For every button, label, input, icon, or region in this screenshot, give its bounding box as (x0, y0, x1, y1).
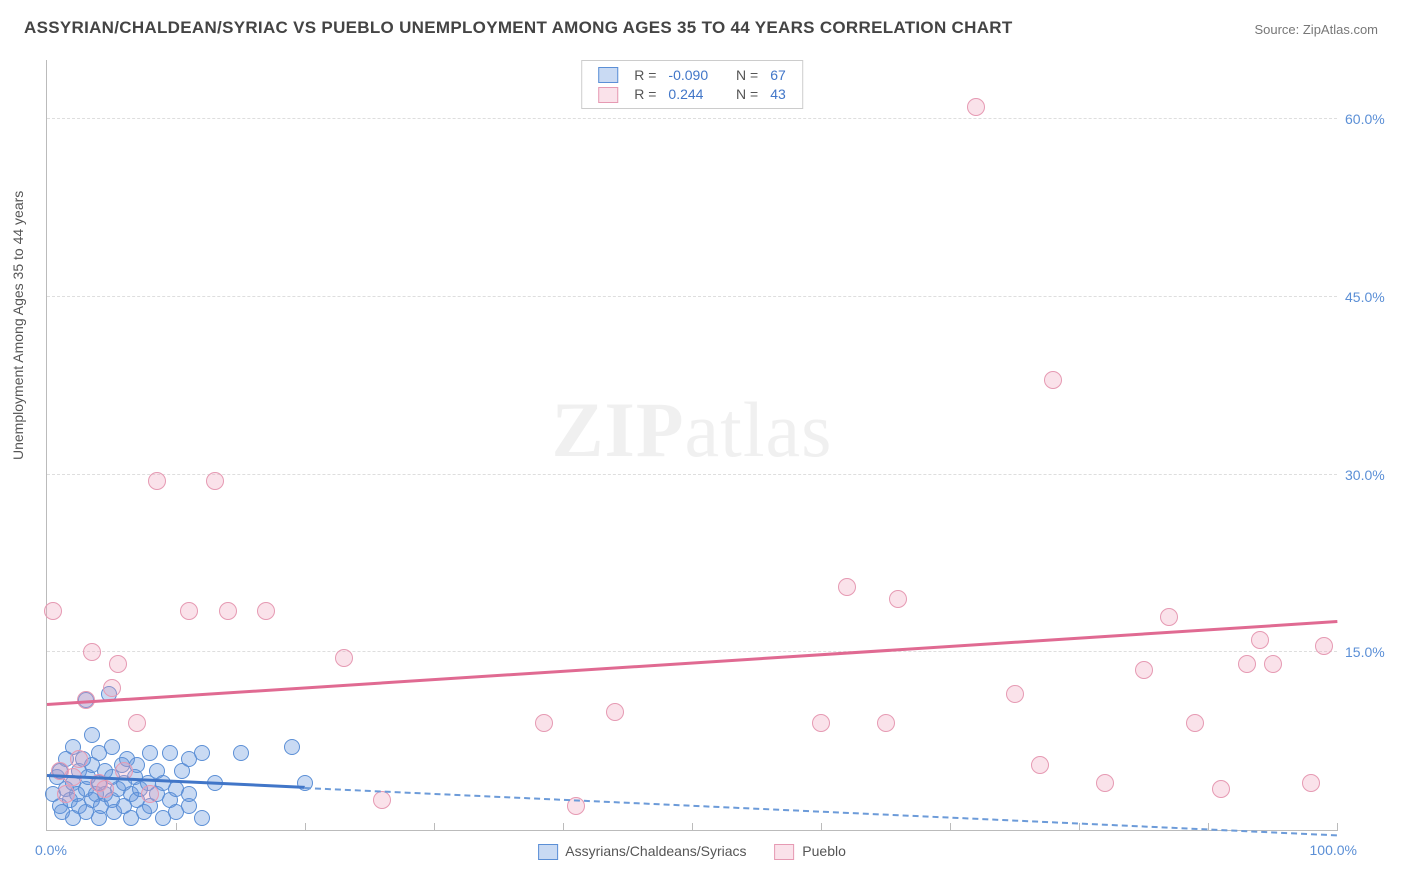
legend-R-label: R = (628, 65, 662, 84)
data-point (103, 679, 121, 697)
x-tick (821, 823, 822, 831)
data-point (373, 791, 391, 809)
y-axis-label: Unemployment Among Ages 35 to 44 years (10, 191, 26, 460)
legend-N-label: N = (730, 65, 764, 84)
data-point (1212, 780, 1230, 798)
data-point (1315, 637, 1333, 655)
series-legend: Assyrians/Chaldeans/Syriacs Pueblo (526, 843, 858, 860)
data-point (1251, 631, 1269, 649)
data-point (1264, 655, 1282, 673)
correlation-legend: R = -0.090 N = 67 R = 0.244 N = 43 (581, 60, 803, 109)
legend-row-pink: R = 0.244 N = 43 (592, 84, 792, 103)
data-point (57, 785, 75, 803)
data-point (148, 472, 166, 490)
data-point (535, 714, 553, 732)
x-tick (563, 823, 564, 831)
watermark: ZIPatlas (552, 385, 833, 475)
data-point (1135, 661, 1153, 679)
swatch-pink-icon (598, 87, 618, 103)
legend-row-blue: R = -0.090 N = 67 (592, 65, 792, 84)
source-label: Source: ZipAtlas.com (1254, 22, 1378, 37)
gridline (47, 651, 1337, 652)
data-point (1238, 655, 1256, 673)
legend-label-blue: Assyrians/Chaldeans/Syriacs (565, 843, 746, 859)
x-tick (434, 823, 435, 831)
data-point (889, 590, 907, 608)
x-axis-min-label: 0.0% (35, 842, 67, 858)
data-point (284, 739, 300, 755)
scatter-plot-area: ZIPatlas R = -0.090 N = 67 R = 0.244 N =… (46, 60, 1337, 831)
data-point (109, 655, 127, 673)
legend-item-pink: Pueblo (774, 843, 845, 860)
legend-N-label: N = (730, 84, 764, 103)
data-point (83, 643, 101, 661)
x-tick (305, 823, 306, 831)
x-tick (692, 823, 693, 831)
data-point (1031, 756, 1049, 774)
legend-N-pink: 43 (764, 84, 792, 103)
data-point (877, 714, 895, 732)
data-point (257, 602, 275, 620)
data-point (335, 649, 353, 667)
data-point (181, 786, 197, 802)
data-point (206, 472, 224, 490)
x-tick (950, 823, 951, 831)
gridline (47, 118, 1337, 119)
legend-R-blue: -0.090 (662, 65, 714, 84)
data-point (1186, 714, 1204, 732)
x-tick (176, 823, 177, 831)
legend-N-blue: 67 (764, 65, 792, 84)
data-point (84, 727, 100, 743)
data-point (180, 602, 198, 620)
x-axis-max-label: 100.0% (1310, 842, 1357, 858)
data-point (812, 714, 830, 732)
legend-label-pink: Pueblo (802, 843, 846, 859)
data-point (1302, 774, 1320, 792)
data-point (233, 745, 249, 761)
swatch-pink-icon (774, 844, 794, 860)
y-tick-label: 30.0% (1345, 467, 1401, 483)
data-point (194, 745, 210, 761)
data-point (96, 780, 114, 798)
data-point (194, 810, 210, 826)
data-point (1006, 685, 1024, 703)
data-point (1096, 774, 1114, 792)
swatch-blue-icon (598, 67, 618, 83)
data-point (44, 602, 62, 620)
data-point (141, 785, 159, 803)
legend-R-pink: 0.244 (662, 84, 714, 103)
watermark-zip: ZIP (552, 386, 685, 473)
data-point (162, 745, 178, 761)
data-point (128, 714, 146, 732)
y-tick-label: 45.0% (1345, 289, 1401, 305)
data-point (606, 703, 624, 721)
data-point (219, 602, 237, 620)
gridline (47, 296, 1337, 297)
legend-R-label: R = (628, 84, 662, 103)
y-tick-label: 15.0% (1345, 644, 1401, 660)
data-point (967, 98, 985, 116)
legend-item-blue: Assyrians/Chaldeans/Syriacs (538, 843, 746, 860)
data-point (70, 750, 88, 768)
gridline (47, 474, 1337, 475)
data-point (1044, 371, 1062, 389)
chart-title: ASSYRIAN/CHALDEAN/SYRIAC VS PUEBLO UNEMP… (24, 18, 1013, 38)
swatch-blue-icon (538, 844, 558, 860)
data-point (142, 745, 158, 761)
watermark-atlas: atlas (685, 386, 833, 473)
data-point (838, 578, 856, 596)
y-tick-label: 60.0% (1345, 111, 1401, 127)
data-point (1160, 608, 1178, 626)
x-tick (1337, 823, 1338, 831)
data-point (104, 739, 120, 755)
